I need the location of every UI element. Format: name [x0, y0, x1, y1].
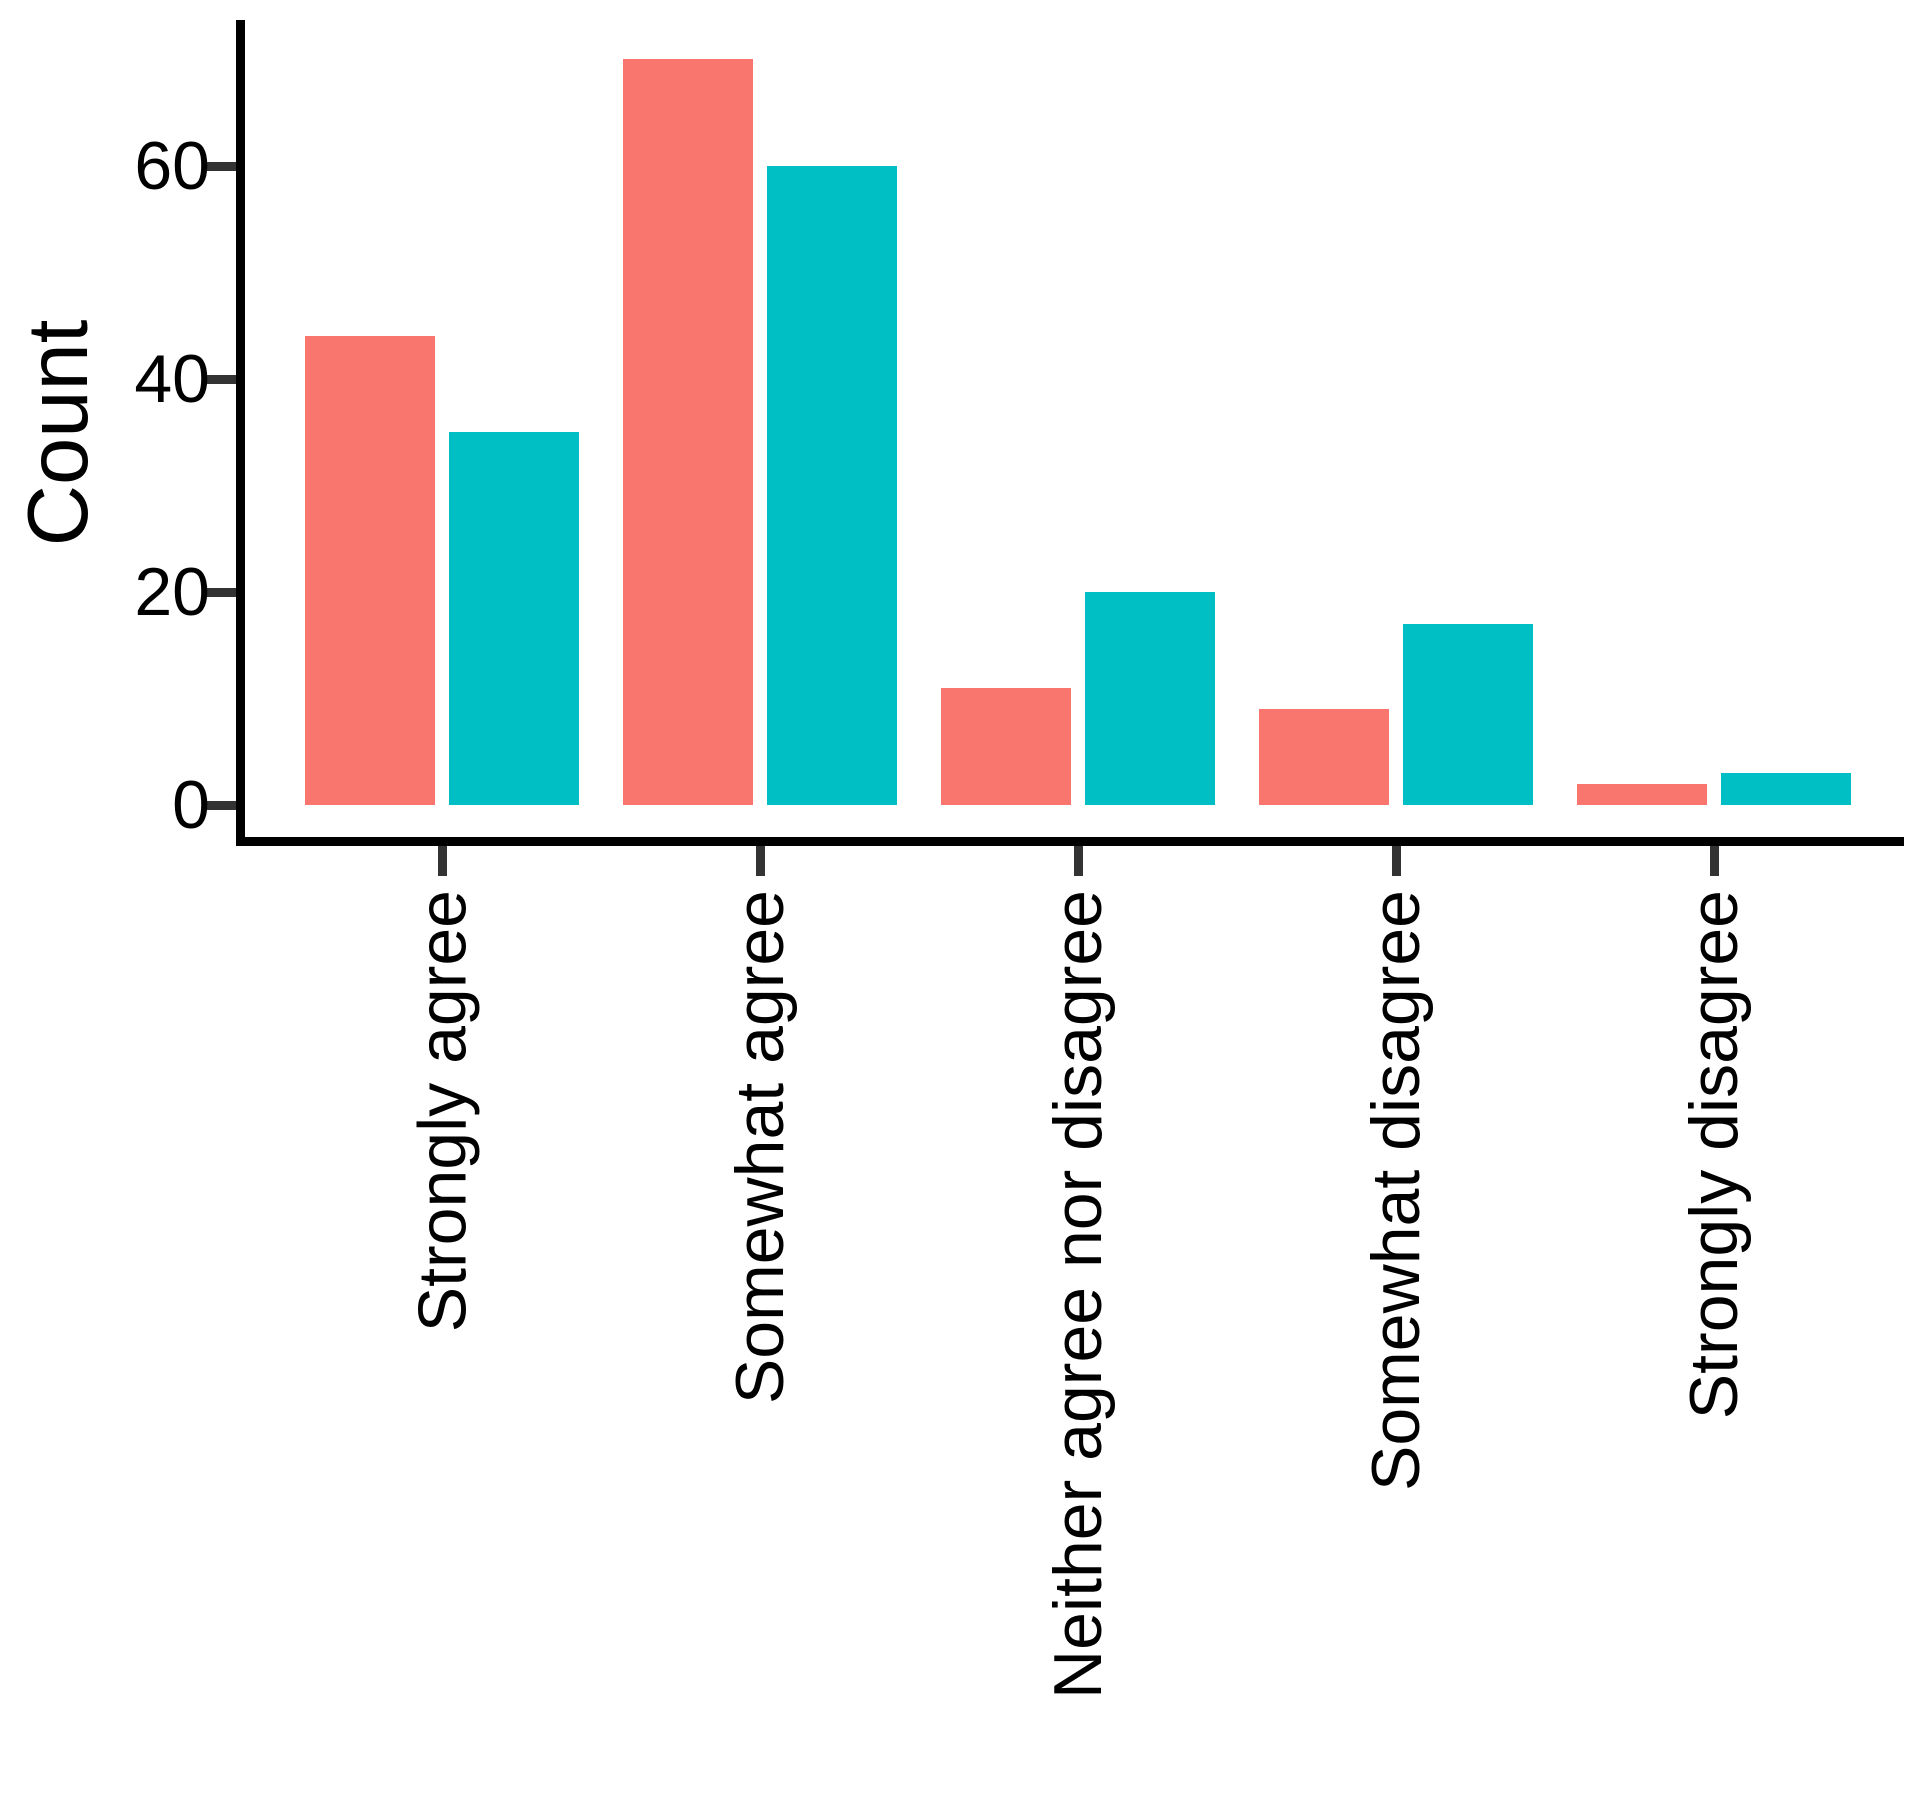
bar-series-teal-somewhat-disagree	[1403, 624, 1533, 805]
bar-series-coral-somewhat-disagree	[1259, 709, 1389, 805]
y-axis-line	[236, 20, 245, 846]
x-tick-label-neither-agree-nor-disagree: Neither agree nor disagree	[1040, 890, 1116, 1699]
y-tick-label-60: 60	[134, 128, 210, 204]
bar-series-teal-strongly-agree	[449, 432, 579, 805]
bar-series-coral-strongly-disagree	[1577, 784, 1707, 805]
y-tick-label-0: 0	[172, 767, 210, 843]
y-tick-20	[205, 588, 236, 597]
y-tick-label-40: 40	[134, 341, 210, 417]
y-tick-label-20: 20	[134, 554, 210, 630]
x-tick-label-somewhat-disagree: Somewhat disagree	[1358, 890, 1434, 1492]
x-tick-strongly-agree	[438, 846, 447, 876]
y-tick-0	[205, 801, 236, 810]
y-tick-60	[205, 162, 236, 171]
x-tick-label-somewhat-agree: Somewhat agree	[722, 890, 798, 1405]
x-tick-label-strongly-agree: Strongly agree	[404, 890, 480, 1333]
x-tick-somewhat-disagree	[1392, 846, 1401, 876]
x-tick-neither-agree-nor-disagree	[1074, 846, 1083, 876]
bar-series-teal-neither-agree-nor-disagree	[1085, 592, 1215, 805]
bar-series-coral-neither-agree-nor-disagree	[941, 688, 1071, 805]
x-tick-somewhat-agree	[756, 846, 765, 876]
bar-series-teal-somewhat-agree	[767, 166, 897, 805]
x-tick-strongly-disagree	[1710, 846, 1719, 876]
bar-series-coral-strongly-agree	[305, 336, 435, 805]
x-tick-label-strongly-disagree: Strongly disagree	[1676, 890, 1752, 1420]
y-tick-40	[205, 375, 236, 384]
bar-series-teal-strongly-disagree	[1721, 773, 1851, 805]
x-axis-line	[236, 837, 1904, 846]
bar-series-coral-somewhat-agree	[623, 59, 753, 805]
